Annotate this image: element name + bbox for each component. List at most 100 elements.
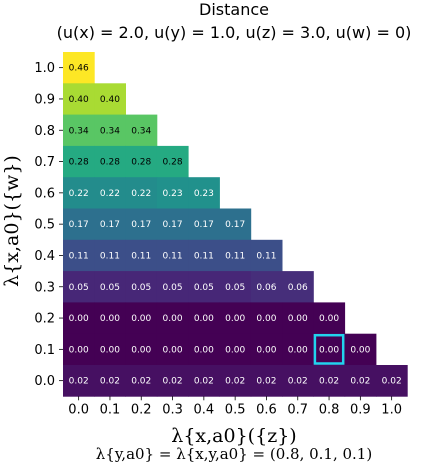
- cell-value-label: 0.02: [288, 377, 308, 387]
- x-tick-label: 0.9: [350, 402, 371, 417]
- heatmap-cell: [156, 333, 189, 366]
- cell-value-label: 0.23: [163, 189, 183, 199]
- heatmap-cell: [63, 239, 95, 272]
- cell-value-label: 0.00: [225, 345, 245, 355]
- cell-value-label: 0.22: [69, 189, 89, 199]
- heatmap-cell: [125, 333, 158, 366]
- heatmap-cell: [63, 365, 95, 397]
- cell-value-label: 0.00: [163, 345, 183, 355]
- heatmap-cell: [125, 208, 158, 241]
- y-tick-label: 0.3: [34, 280, 55, 295]
- cell-value-label: 0.11: [225, 251, 245, 261]
- heatmap-cell: [125, 145, 158, 178]
- heatmap-cell: [313, 302, 346, 335]
- cell-value-label: 0.28: [69, 158, 89, 168]
- y-axis-label: λ{x,a0}({w}): [1, 155, 23, 287]
- cell-value-label: 0.06: [256, 283, 276, 293]
- cell-value-label: 0.00: [131, 345, 151, 355]
- heatmap-cell: [282, 365, 314, 397]
- heatmap-cell: [63, 177, 95, 209]
- heatmap-cell: [125, 365, 158, 397]
- heatmap-cell: [94, 177, 126, 209]
- cell-value-label: 0.00: [288, 314, 308, 324]
- heatmap-cell: [156, 365, 189, 397]
- highlight-layer: [313, 333, 345, 365]
- cell-value-label: 0.05: [163, 283, 183, 293]
- heatmap-cell: [219, 302, 252, 335]
- x-tick-label: 0.4: [194, 402, 215, 417]
- heatmap-cell: [250, 333, 283, 366]
- x-axis-ticks: 0.0 0.1 0.2 0.3 0.4 0.5 0.6 0.7 0.8 0.9 1.0: [68, 396, 402, 417]
- heatmap-cell: [63, 333, 95, 366]
- heatmap-cell: [219, 333, 252, 366]
- heatmap-cell: [156, 302, 189, 335]
- heatmap-cell: [250, 302, 283, 335]
- cell-value-label: 0.02: [319, 377, 339, 387]
- cell-value-label: 0.17: [225, 220, 245, 230]
- cell-value-label: 0.02: [163, 377, 183, 387]
- heatmap-cell: [250, 271, 283, 303]
- cell-value-label: 0.23: [194, 189, 214, 199]
- cell-value-label: 0.05: [69, 283, 89, 293]
- heatmap-cell: [188, 177, 220, 209]
- heatmap-cell: [94, 365, 126, 397]
- cell-value-label: 0.28: [163, 158, 183, 168]
- cell-value-labels: 0.46 0.40 0.40 0.34 0.34 0.34 0.28 0.28 0.28 0.28…: [69, 64, 402, 387]
- heatmap-cell: [156, 208, 189, 241]
- cell-value-label: 0.22: [100, 189, 120, 199]
- heatmap-cell: [188, 365, 220, 397]
- heatmap-cell: [344, 365, 377, 397]
- heatmap-cell: [313, 365, 346, 397]
- cell-value-label: 0.11: [100, 251, 120, 261]
- heatmap-cell: [94, 302, 126, 335]
- cell-value-label: 0.00: [319, 345, 339, 355]
- heatmap-cell: [63, 83, 95, 115]
- chart-subtitle: (u(x) = 2.0, u(y) = 1.0, u(z) = 3.0, u(w…: [57, 23, 412, 42]
- cell-value-label: 0.02: [256, 377, 276, 387]
- y-tick-label: 0.7: [34, 155, 55, 170]
- cell-value-label: 0.28: [131, 158, 151, 168]
- cell-value-label: 0.11: [69, 251, 89, 261]
- cell-value-label: 0.00: [319, 314, 339, 324]
- heatmap-cell: [63, 208, 95, 241]
- heatmap-cell: [63, 271, 95, 303]
- cell-value-label: 0.00: [225, 314, 245, 324]
- cell-value-label: 0.11: [131, 251, 151, 261]
- cell-value-label: 0.40: [100, 95, 120, 105]
- cell-value-label: 0.00: [194, 314, 214, 324]
- cell-value-label: 0.05: [100, 283, 120, 293]
- y-tick-label: 0.0: [34, 374, 55, 389]
- cell-value-label: 0.02: [225, 377, 245, 387]
- heatmap-cell: [94, 239, 126, 272]
- heatmap-cell: [94, 145, 126, 178]
- x-tick-label: 0.5: [225, 402, 246, 417]
- cell-value-label: 0.00: [163, 314, 183, 324]
- y-tick-label: 0.1: [34, 343, 55, 358]
- cell-value-label: 0.28: [100, 158, 120, 168]
- cell-value-label: 0.02: [100, 377, 120, 387]
- cell-value-label: 0.46: [69, 64, 89, 74]
- heatmap-cell: [63, 145, 95, 178]
- heatmap-cell: [125, 302, 158, 335]
- cell-value-label: 0.00: [256, 314, 276, 324]
- cell-value-label: 0.17: [100, 220, 120, 230]
- heatmap-cell: [125, 271, 158, 303]
- cell-value-label: 0.17: [131, 220, 151, 230]
- heatmap-cell: [63, 114, 95, 147]
- heatmap-cell: [219, 365, 252, 397]
- heatmap-cell: [188, 333, 220, 366]
- cell-value-label: 0.02: [382, 377, 402, 387]
- cell-value-label: 0.17: [194, 220, 214, 230]
- cell-value-label: 0.00: [194, 345, 214, 355]
- x-tick-label: 0.1: [100, 402, 121, 417]
- x-tick-label: 1.0: [381, 402, 402, 417]
- x-tick-label: 0.0: [68, 402, 89, 417]
- cell-value-label: 0.34: [131, 126, 151, 136]
- y-tick-label: 0.4: [34, 249, 55, 264]
- y-axis-ticks: 1.0 0.9 0.8 0.7 0.6 0.5 0.4 0.3 0.2 0.1 0.0: [34, 61, 63, 389]
- cell-value-label: 0.02: [69, 377, 89, 387]
- heatmap-cell: [94, 208, 126, 241]
- heatmap-cells: [63, 52, 408, 397]
- cell-value-label: 0.34: [69, 126, 89, 136]
